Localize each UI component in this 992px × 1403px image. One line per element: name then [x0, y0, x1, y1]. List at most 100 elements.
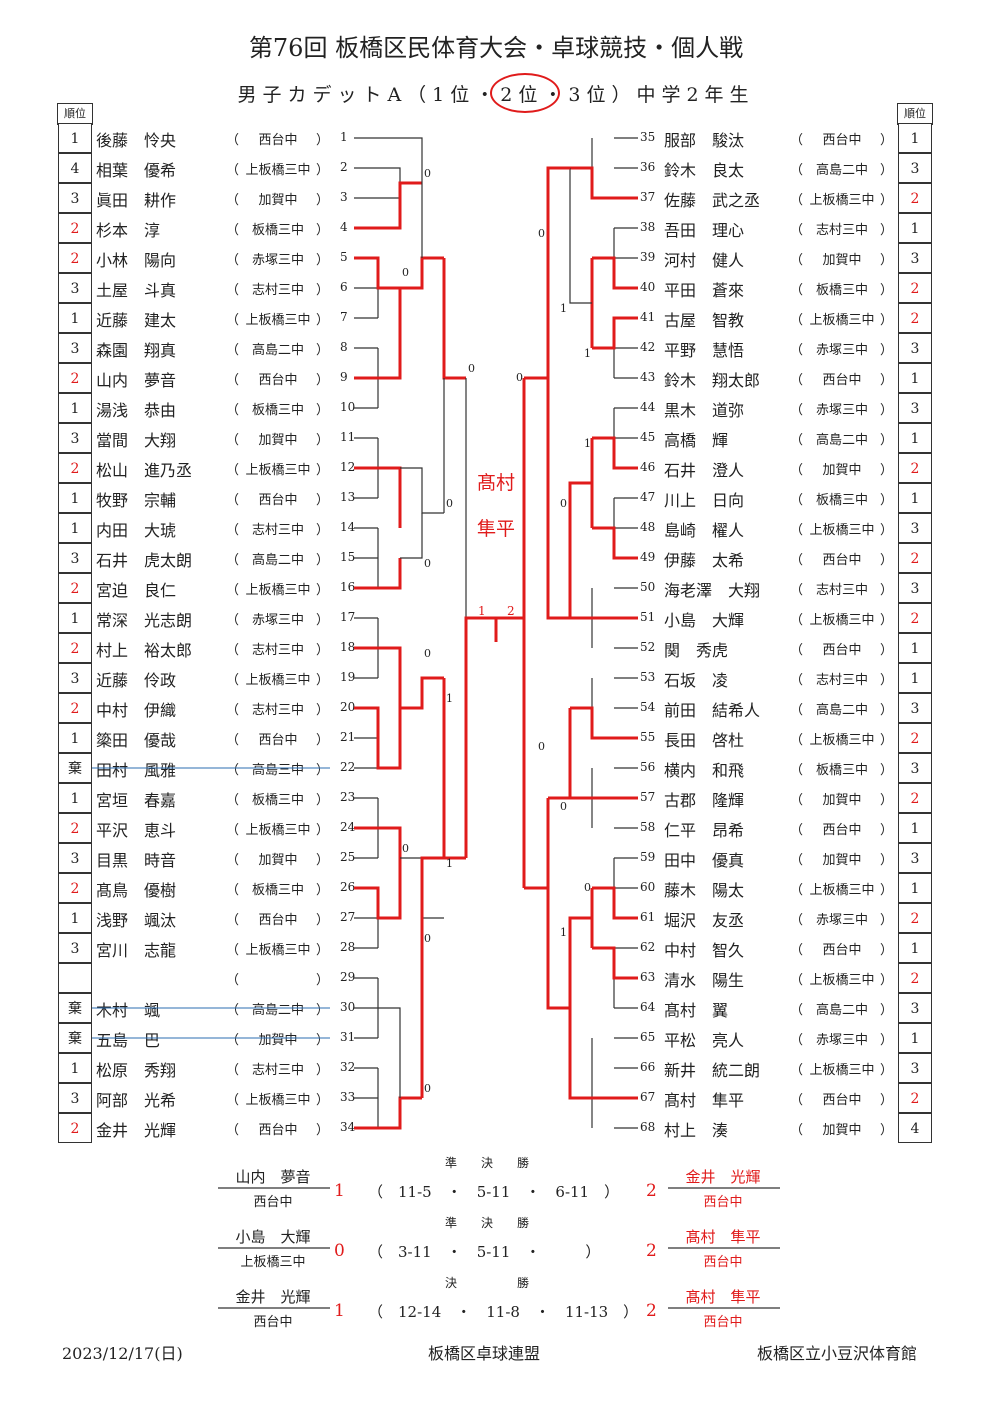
paren-close: ） — [316, 943, 330, 958]
player-name: 海老澤 大翔 — [664, 581, 761, 600]
paren-open: （ — [790, 703, 804, 718]
seed-number: 8 — [340, 340, 348, 354]
paren-open: （ — [790, 1063, 804, 1078]
player-name: 平沢 恵斗 — [96, 821, 177, 840]
paren-open: （ — [790, 763, 804, 778]
paren-open: （ — [790, 493, 804, 508]
rank-box: 3 — [898, 513, 932, 543]
player-name: 前田 結希人 — [664, 701, 761, 720]
paren-open: （ — [790, 463, 804, 478]
rank-box: 3 — [898, 333, 932, 363]
paren-open: （ — [790, 823, 804, 838]
rank-box: 1 — [58, 903, 92, 933]
bracket-line — [354, 1096, 422, 1130]
paren-close: ） — [880, 883, 894, 898]
paren-close: ） — [316, 1003, 330, 1018]
final-score-right: 2 — [507, 604, 515, 618]
paren-open: （ — [790, 643, 804, 658]
seed-number: 28 — [340, 940, 356, 954]
paren-open: （ — [226, 313, 240, 328]
rank-box: 3 — [58, 843, 92, 873]
paren-close: ） — [316, 673, 330, 688]
player-school: 上板橋三中 — [245, 943, 311, 958]
player-school: 志村三中 — [815, 223, 868, 238]
paren-open: （ — [226, 343, 240, 358]
paren-open: （ — [226, 853, 240, 868]
player-school: 上板橋三中 — [809, 313, 875, 328]
paren-open: （ — [226, 253, 240, 268]
seed-number: 17 — [340, 610, 356, 624]
player-name: 湯浅 恭由 — [96, 401, 177, 420]
paren-open: （ — [226, 133, 240, 148]
footer-date: 2023/12/17(日) — [62, 1344, 183, 1363]
bracket-line — [378, 181, 422, 230]
paren-open: （ — [790, 943, 804, 958]
paren-open: （ — [226, 433, 240, 448]
seed-number: 43 — [640, 370, 656, 384]
player-name: 松原 秀翔 — [96, 1061, 177, 1080]
rank-box: 1 — [58, 393, 92, 423]
bracket-line — [354, 256, 400, 290]
seed-number: 51 — [640, 610, 656, 624]
player-school: 上板橋三中 — [245, 823, 311, 838]
rank-header-right: 順位 — [897, 103, 933, 125]
paren-open: （ — [226, 403, 240, 418]
paren-close: ） — [880, 343, 894, 358]
paren-close: ） — [880, 793, 894, 808]
seed-number: 49 — [640, 550, 656, 564]
player-name: 土屋 斗真 — [96, 281, 177, 300]
player-school: 西台中 — [822, 553, 862, 568]
paren-open: （ — [226, 793, 240, 808]
player-name: 當間 大翔 — [96, 431, 177, 450]
bracket-line — [378, 167, 401, 199]
bracket-set-score: 1 — [560, 926, 567, 939]
seed-number: 26 — [340, 880, 356, 894]
seed-number: 20 — [340, 700, 356, 714]
bracket-set-score: 0 — [424, 557, 431, 570]
player-school: 上板橋三中 — [809, 1063, 875, 1078]
player-school: 西台中 — [258, 133, 298, 148]
player-school: 西台中 — [822, 643, 862, 658]
bracket-line — [569, 168, 592, 304]
player-name: 常深 光志朗 — [96, 611, 193, 630]
player-school: 赤塚三中 — [251, 253, 304, 268]
player-name: 新井 統二朗 — [664, 1061, 761, 1080]
seed-number: 12 — [340, 460, 356, 474]
bracket-set-score: 1 — [584, 347, 591, 360]
rank-box: 1 — [58, 303, 92, 333]
paren-open: （ — [790, 253, 804, 268]
seed-number: 48 — [640, 520, 656, 534]
bracket-set-score: 1 — [584, 437, 591, 450]
match-left-school: 西台中 — [253, 1315, 293, 1330]
player-school: 加賀中 — [258, 853, 298, 868]
match-left-school: 上板橋三中 — [240, 1255, 306, 1270]
paren-close: ） — [880, 523, 894, 538]
bracket-set-score: 0 — [538, 227, 545, 240]
paren-close: ） — [880, 583, 894, 598]
player-school: 高島二中 — [251, 343, 304, 358]
player-name: 髙鳥 優樹 — [96, 881, 177, 900]
player-school: 志村三中 — [251, 283, 304, 298]
player-name: 長田 啓杜 — [664, 731, 745, 750]
paren-open: （ — [226, 553, 240, 568]
paren-open: （ — [790, 1093, 804, 1108]
seed-number: 53 — [640, 670, 656, 684]
bracket-set-score: 0 — [424, 932, 431, 945]
paren-close: ） — [880, 283, 894, 298]
player-school: 上板橋三中 — [245, 673, 311, 688]
seed-number: 67 — [640, 1090, 656, 1104]
paren-open: （ — [226, 163, 240, 178]
rank-box: 4 — [58, 153, 92, 183]
paren-open: （ — [790, 913, 804, 928]
rank-box: 1 — [58, 513, 92, 543]
bracket-set-score: 0 — [516, 371, 523, 384]
player-school: 志村三中 — [815, 673, 868, 688]
paren-close: ） — [880, 853, 894, 868]
rank-box: 棄 — [58, 993, 92, 1023]
player-name: 髙村 翼 — [664, 1001, 729, 1020]
seed-number: 9 — [340, 370, 348, 384]
paren-open: （ — [790, 313, 804, 328]
player-name: 平松 亮人 — [664, 1031, 745, 1050]
match-right-score: 2 — [646, 1181, 657, 1201]
